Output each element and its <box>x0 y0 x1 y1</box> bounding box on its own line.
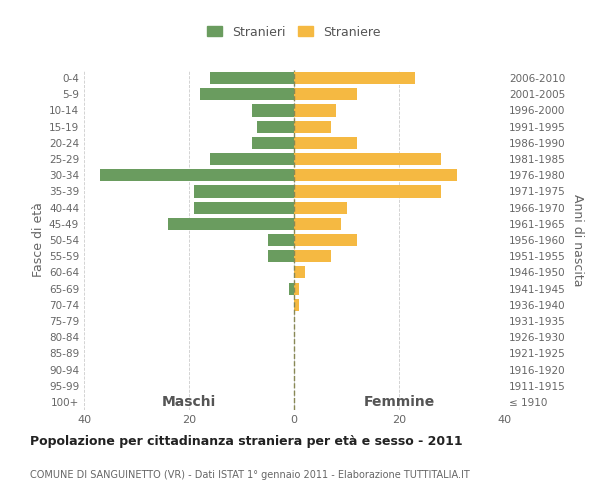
Bar <box>257 120 294 132</box>
Text: COMUNE DI SANGUINETTO (VR) - Dati ISTAT 1° gennaio 2011 - Elaborazione TUTTITALI: COMUNE DI SANGUINETTO (VR) - Dati ISTAT … <box>30 470 470 480</box>
Bar <box>294 153 441 165</box>
Bar <box>252 104 294 117</box>
Text: Maschi: Maschi <box>162 395 216 409</box>
Bar <box>294 266 305 278</box>
Y-axis label: Fasce di età: Fasce di età <box>32 202 45 278</box>
Bar <box>194 202 294 213</box>
Bar <box>268 250 294 262</box>
Bar <box>100 169 294 181</box>
Bar <box>294 298 299 311</box>
Text: Popolazione per cittadinanza straniera per età e sesso - 2011: Popolazione per cittadinanza straniera p… <box>30 435 463 448</box>
Bar <box>289 282 294 294</box>
Bar <box>168 218 294 230</box>
Bar <box>294 137 357 149</box>
Bar <box>294 72 415 84</box>
Bar <box>294 282 299 294</box>
Bar <box>294 120 331 132</box>
Bar <box>268 234 294 246</box>
Bar <box>210 153 294 165</box>
Bar <box>294 218 341 230</box>
Bar <box>294 169 457 181</box>
Bar <box>210 72 294 84</box>
Bar <box>294 186 441 198</box>
Bar <box>294 202 347 213</box>
Bar <box>199 88 294 101</box>
Y-axis label: Anni di nascita: Anni di nascita <box>571 194 584 286</box>
Legend: Stranieri, Straniere: Stranieri, Straniere <box>203 22 385 42</box>
Bar <box>252 137 294 149</box>
Bar <box>294 104 336 117</box>
Bar <box>294 234 357 246</box>
Bar <box>294 88 357 101</box>
Bar <box>294 250 331 262</box>
Bar <box>194 186 294 198</box>
Text: Femmine: Femmine <box>364 395 434 409</box>
